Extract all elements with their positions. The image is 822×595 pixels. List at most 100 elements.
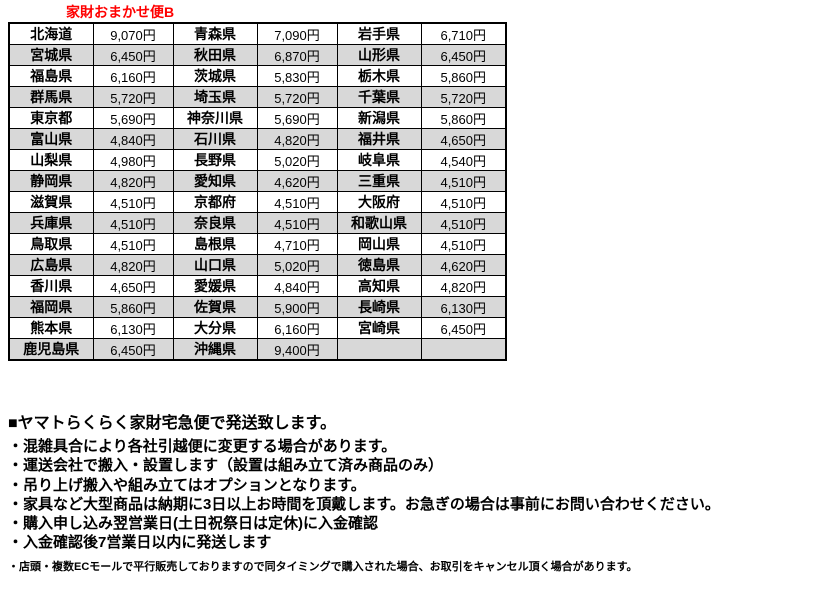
bullet-item: ・吊り上げ搬入や組み立てはオプションとなります。 [8,476,366,494]
prefecture-cell: 香川県 [8,275,94,297]
prefecture-cell: 京都府 [172,191,258,213]
prefecture-cell: 三重県 [336,170,422,192]
price-cell: 4,510円 [420,170,507,192]
prefecture-cell: 和歌山県 [336,212,422,234]
table-row: 鹿児島県 6,450円 沖縄県 9,400円 [8,338,507,361]
price-cell: 6,130円 [420,296,507,318]
price-cell: 6,160円 [92,65,174,87]
table-row: 鳥取県 4,510円 島根県 4,710円 岡山県 4,510円 [8,233,507,255]
price-cell: 4,820円 [92,254,174,276]
price-cell: 6,450円 [420,44,507,66]
table-title: 家財おまかせ便B [66,4,175,20]
notes-heading: ■ヤマトらくらく家財宅急便で発送致します。 [8,415,337,432]
prefecture-cell: 栃木県 [336,65,422,87]
prefecture-cell: 佐賀県 [172,296,258,318]
price-cell: 4,840円 [92,128,174,150]
price-cell: 6,160円 [256,317,338,339]
prefecture-cell [336,338,422,361]
prefecture-cell: 北海道 [8,22,94,45]
price-cell: 4,620円 [256,170,338,192]
table-row: 滋賀県 4,510円 京都府 4,510円 大阪府 4,510円 [8,191,507,213]
prefecture-cell: 静岡県 [8,170,94,192]
prefecture-cell: 兵庫県 [8,212,94,234]
price-cell: 4,650円 [92,275,174,297]
price-cell: 5,690円 [256,107,338,129]
prefecture-cell: 山口県 [172,254,258,276]
table-row: 東京都 5,690円 神奈川県 5,690円 新潟県 5,860円 [8,107,507,129]
prefecture-cell: 千葉県 [336,86,422,108]
fine-print: ・店頭・複数ECモールで平行販売しておりますので同タイミングで購入された場合、お… [8,561,638,573]
prefecture-cell: 愛知県 [172,170,258,192]
prefecture-cell: 広島県 [8,254,94,276]
table-row: 群馬県 5,720円 埼玉県 5,720円 千葉県 5,720円 [8,86,507,108]
prefecture-cell: 長野県 [172,149,258,171]
table-row: 富山県 4,840円 石川県 4,820円 福井県 4,650円 [8,128,507,150]
price-cell: 6,450円 [92,44,174,66]
price-cell: 6,130円 [92,317,174,339]
price-cell: 4,540円 [420,149,507,171]
prefecture-cell: 岩手県 [336,22,422,45]
prefecture-cell: 愛媛県 [172,275,258,297]
price-cell: 5,860円 [92,296,174,318]
prefecture-cell: 大阪府 [336,191,422,213]
table-row: 香川県 4,650円 愛媛県 4,840円 高知県 4,820円 [8,275,507,297]
price-cell: 5,020円 [256,149,338,171]
price-cell: 4,510円 [92,191,174,213]
prefecture-cell: 石川県 [172,128,258,150]
bullet-item: ・家具など大型商品は納期に3日以上お時間を頂戴します。お急ぎの場合は事前にお問い… [8,495,720,513]
price-cell: 5,860円 [420,65,507,87]
prefecture-cell: 滋賀県 [8,191,94,213]
price-cell: 5,860円 [420,107,507,129]
table-row: 静岡県 4,820円 愛知県 4,620円 三重県 4,510円 [8,170,507,192]
prefecture-cell: 山梨県 [8,149,94,171]
prefecture-cell: 宮城県 [8,44,94,66]
price-cell: 5,720円 [420,86,507,108]
price-cell: 5,900円 [256,296,338,318]
price-cell: 4,510円 [92,233,174,255]
prefecture-cell: 熊本県 [8,317,94,339]
prefecture-cell: 埼玉県 [172,86,258,108]
prefecture-cell: 福岡県 [8,296,94,318]
price-cell: 9,400円 [256,338,338,361]
price-cell: 4,510円 [256,191,338,213]
price-cell: 4,510円 [420,191,507,213]
prefecture-cell: 山形県 [336,44,422,66]
table-row: 山梨県 4,980円 長野県 5,020円 岐阜県 4,540円 [8,149,507,171]
price-cell: 6,710円 [420,22,507,45]
price-cell: 4,510円 [420,212,507,234]
bullet-item: ・運送会社で搬入・設置します（設置は組み立て済み商品のみ） [8,457,444,475]
price-cell: 4,710円 [256,233,338,255]
table-row: 宮城県 6,450円 秋田県 6,870円 山形県 6,450円 [8,44,507,66]
prefecture-cell: 宮崎県 [336,317,422,339]
prefecture-cell: 福井県 [336,128,422,150]
table-row: 広島県 4,820円 山口県 5,020円 徳島県 4,620円 [8,254,507,276]
prefecture-cell: 新潟県 [336,107,422,129]
prefecture-cell: 長崎県 [336,296,422,318]
bullet-item: ・入金確認後7営業日以内に発送します [8,534,272,552]
prefecture-cell: 高知県 [336,275,422,297]
price-cell: 5,830円 [256,65,338,87]
prefecture-cell: 神奈川県 [172,107,258,129]
prefecture-cell: 青森県 [172,22,258,45]
price-cell: 6,870円 [256,44,338,66]
price-cell: 7,090円 [256,22,338,45]
prefecture-cell: 東京都 [8,107,94,129]
prefecture-cell: 群馬県 [8,86,94,108]
table-row: 福島県 6,160円 茨城県 5,830円 栃木県 5,860円 [8,65,507,87]
table-row: 福岡県 5,860円 佐賀県 5,900円 長崎県 6,130円 [8,296,507,318]
table-row: 兵庫県 4,510円 奈良県 4,510円 和歌山県 4,510円 [8,212,507,234]
price-cell: 4,510円 [420,233,507,255]
bullet-item: ・混雑具合により各社引越便に変更する場合があります。 [8,438,397,455]
prefecture-cell: 徳島県 [336,254,422,276]
prefecture-cell: 福島県 [8,65,94,87]
price-cell: 4,820円 [420,275,507,297]
price-cell: 4,980円 [92,149,174,171]
prefecture-cell: 島根県 [172,233,258,255]
price-cell: 9,070円 [92,22,174,45]
price-cell: 5,720円 [92,86,174,108]
price-cell: 6,450円 [92,338,174,361]
shipping-price-table: 北海道 9,070円 青森県 7,090円 岩手県 6,710円 宮城県 6,450円 秋田県 6… [8,22,507,361]
price-cell: 4,650円 [420,128,507,150]
price-cell: 4,840円 [256,275,338,297]
prefecture-cell: 沖縄県 [172,338,258,361]
